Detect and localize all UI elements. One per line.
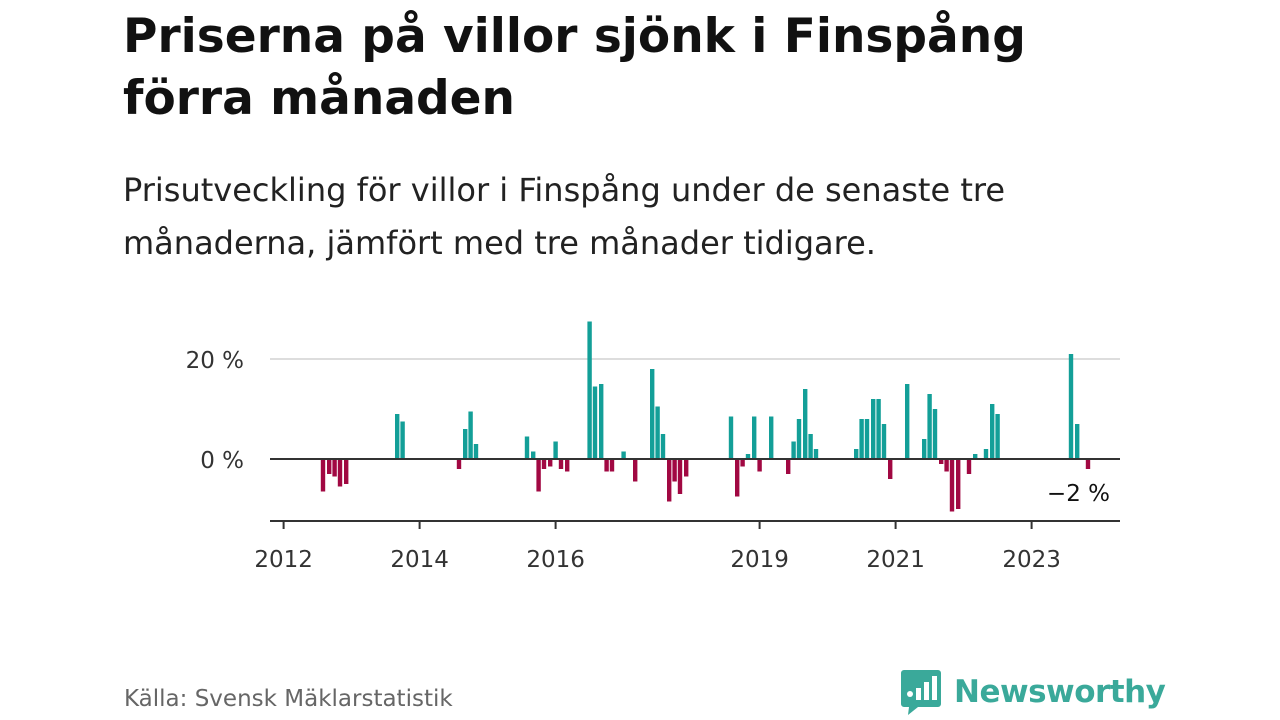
bar (609, 459, 615, 472)
bar (553, 441, 558, 459)
bar (939, 459, 944, 464)
bar (337, 459, 343, 487)
bar-chart-speech-bubble-icon (901, 670, 941, 715)
chart-title: Priserna på villor sjönk i Finspång förr… (123, 9, 1026, 126)
x-tick-label: 2012 (254, 547, 313, 573)
bar (1068, 354, 1074, 459)
bar (949, 459, 955, 512)
bar (592, 386, 598, 459)
bar (655, 406, 660, 459)
bar (796, 419, 802, 459)
last-value-label: −2 % (1047, 481, 1110, 507)
bar (983, 449, 989, 459)
bar (786, 459, 791, 474)
bar (344, 459, 349, 484)
bar (922, 439, 927, 459)
bar (456, 459, 462, 469)
source-note: Källa: Svensk Mäklarstatistik (124, 686, 453, 712)
bar (667, 459, 672, 502)
bar (332, 459, 337, 477)
bar (859, 419, 864, 459)
bar (808, 434, 813, 459)
bar (672, 459, 677, 482)
bar (650, 369, 655, 459)
bar (956, 459, 961, 509)
bar (473, 444, 479, 459)
brand-logo[interactable]: Newsworthy (900, 668, 1166, 716)
bar (757, 459, 762, 472)
chart-subtitle: Prisutveckling för villor i Finspång und… (123, 171, 1006, 262)
brand-name: Newsworthy (954, 674, 1166, 710)
bar (871, 399, 876, 459)
bar (677, 459, 683, 494)
x-tick-label: 2021 (866, 547, 925, 573)
bar (524, 436, 530, 459)
bar (536, 459, 541, 492)
x-tick-label: 2016 (526, 547, 585, 573)
bar (813, 449, 819, 459)
bar (1075, 424, 1080, 459)
bar (990, 404, 995, 459)
bar (1085, 459, 1091, 469)
axis-labels: 20 % 0 % 2012 2014 2016 2019 2021 2023 −2 % (186, 348, 1110, 573)
bar (599, 384, 604, 459)
bar (660, 434, 666, 459)
bar (791, 441, 796, 459)
x-axis (270, 520, 1120, 529)
bar (468, 411, 473, 459)
bar (587, 321, 592, 459)
bar (621, 451, 626, 459)
bar (752, 416, 757, 459)
bar (735, 459, 740, 497)
x-tick-label: 2014 (390, 547, 449, 573)
bar (881, 424, 887, 459)
x-tick-label: 2023 (1002, 547, 1061, 573)
y-tick-label: 20 % (186, 348, 244, 374)
bar (876, 399, 881, 459)
bar (944, 459, 949, 472)
bar (604, 459, 609, 472)
bar (463, 429, 468, 459)
bar (864, 419, 870, 459)
bar (565, 459, 570, 472)
x-tick-label: 2019 (730, 547, 789, 573)
bar (320, 459, 326, 492)
bar (803, 389, 808, 459)
bar-chart: 20 % 0 % 2012 2014 2016 2019 2021 2023 −2 % (186, 321, 1120, 573)
bar (633, 459, 638, 482)
bar (531, 451, 536, 459)
bar (395, 414, 400, 459)
bar (684, 459, 689, 477)
bar (740, 459, 745, 467)
bar (932, 409, 938, 459)
bar-series (270, 321, 1120, 512)
bar (558, 459, 564, 469)
bar (541, 459, 547, 469)
bar (728, 416, 734, 459)
bar (927, 394, 932, 459)
bar (327, 459, 332, 474)
bar (745, 454, 751, 459)
bar (966, 459, 972, 474)
bar (905, 384, 910, 459)
y-tick-label: 0 % (200, 448, 244, 474)
bar (769, 416, 774, 459)
bar (854, 449, 859, 459)
bar (400, 421, 405, 459)
bar (548, 459, 553, 467)
bar (973, 454, 978, 459)
bar (995, 414, 1000, 459)
bar (888, 459, 893, 479)
